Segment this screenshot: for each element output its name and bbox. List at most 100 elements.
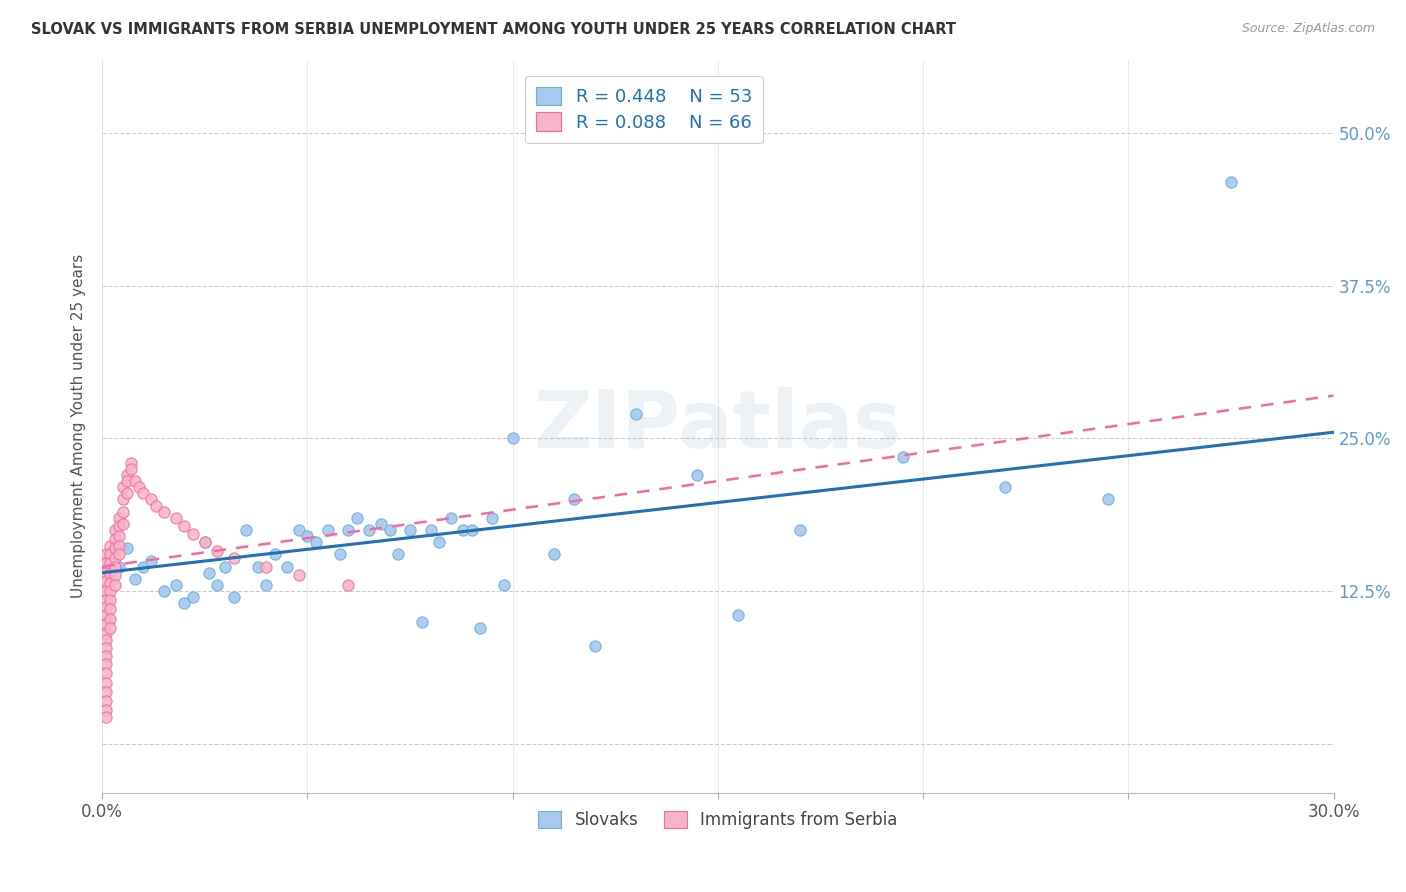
Point — [124, 474, 146, 488]
Point — [96, 548, 118, 562]
Point — [440, 510, 463, 524]
Point — [494, 578, 516, 592]
Point — [132, 559, 155, 574]
Point — [297, 529, 319, 543]
Point — [205, 578, 228, 592]
Point — [103, 551, 125, 566]
Point — [222, 590, 245, 604]
Point — [205, 543, 228, 558]
Point — [173, 596, 195, 610]
Point — [276, 559, 298, 574]
Point — [100, 575, 122, 590]
Point — [107, 548, 129, 562]
Point — [481, 510, 503, 524]
Point — [96, 627, 118, 641]
Point — [120, 456, 142, 470]
Point — [115, 541, 138, 556]
Point — [103, 568, 125, 582]
Point — [103, 559, 125, 574]
Point — [120, 462, 142, 476]
Point — [111, 505, 134, 519]
Point — [96, 665, 118, 680]
Point — [96, 608, 118, 623]
Point — [103, 523, 125, 537]
Point — [96, 632, 118, 647]
Point — [128, 480, 150, 494]
Point — [107, 510, 129, 524]
Point — [100, 548, 122, 562]
Point — [222, 551, 245, 566]
Point — [460, 523, 482, 537]
Point — [194, 535, 217, 549]
Point — [100, 566, 122, 580]
Point — [288, 523, 311, 537]
Point — [502, 431, 524, 445]
Point — [96, 641, 118, 656]
Point — [468, 621, 491, 635]
Point — [132, 486, 155, 500]
Point — [96, 592, 118, 607]
Point — [96, 648, 118, 663]
Point — [789, 523, 811, 537]
Point — [427, 535, 450, 549]
Point — [247, 559, 270, 574]
Point — [107, 519, 129, 533]
Point — [181, 590, 204, 604]
Point — [399, 523, 422, 537]
Point — [181, 526, 204, 541]
Point — [100, 621, 122, 635]
Point — [357, 523, 380, 537]
Point — [994, 480, 1017, 494]
Point — [165, 510, 187, 524]
Point — [198, 566, 221, 580]
Point — [727, 608, 749, 623]
Point — [152, 505, 174, 519]
Point — [103, 578, 125, 592]
Point — [96, 556, 118, 570]
Point — [1097, 492, 1119, 507]
Point — [107, 529, 129, 543]
Point — [411, 615, 433, 629]
Point — [152, 584, 174, 599]
Point — [141, 553, 163, 567]
Point — [173, 519, 195, 533]
Point — [562, 492, 585, 507]
Point — [100, 539, 122, 553]
Point — [100, 612, 122, 626]
Point — [543, 548, 565, 562]
Point — [124, 572, 146, 586]
Point — [141, 492, 163, 507]
Point — [115, 474, 138, 488]
Point — [288, 568, 311, 582]
Legend: Slovaks, Immigrants from Serbia: Slovaks, Immigrants from Serbia — [531, 804, 904, 836]
Point — [115, 486, 138, 500]
Point — [96, 685, 118, 699]
Point — [1219, 175, 1241, 189]
Point — [96, 574, 118, 589]
Point — [111, 492, 134, 507]
Text: Source: ZipAtlas.com: Source: ZipAtlas.com — [1241, 22, 1375, 36]
Point — [346, 510, 368, 524]
Point — [624, 407, 647, 421]
Point — [100, 556, 122, 570]
Point — [100, 602, 122, 616]
Point — [111, 516, 134, 531]
Point — [145, 499, 167, 513]
Point — [107, 539, 129, 553]
Point — [165, 578, 187, 592]
Point — [100, 592, 122, 607]
Point — [378, 523, 401, 537]
Point — [891, 450, 914, 464]
Point — [96, 599, 118, 614]
Point — [96, 702, 118, 716]
Point — [96, 617, 118, 632]
Point — [214, 559, 236, 574]
Point — [194, 535, 217, 549]
Point — [370, 516, 392, 531]
Point — [103, 541, 125, 556]
Y-axis label: Unemployment Among Youth under 25 years: Unemployment Among Youth under 25 years — [72, 254, 86, 599]
Point — [419, 523, 441, 537]
Point — [96, 566, 118, 580]
Point — [583, 639, 606, 653]
Point — [337, 578, 360, 592]
